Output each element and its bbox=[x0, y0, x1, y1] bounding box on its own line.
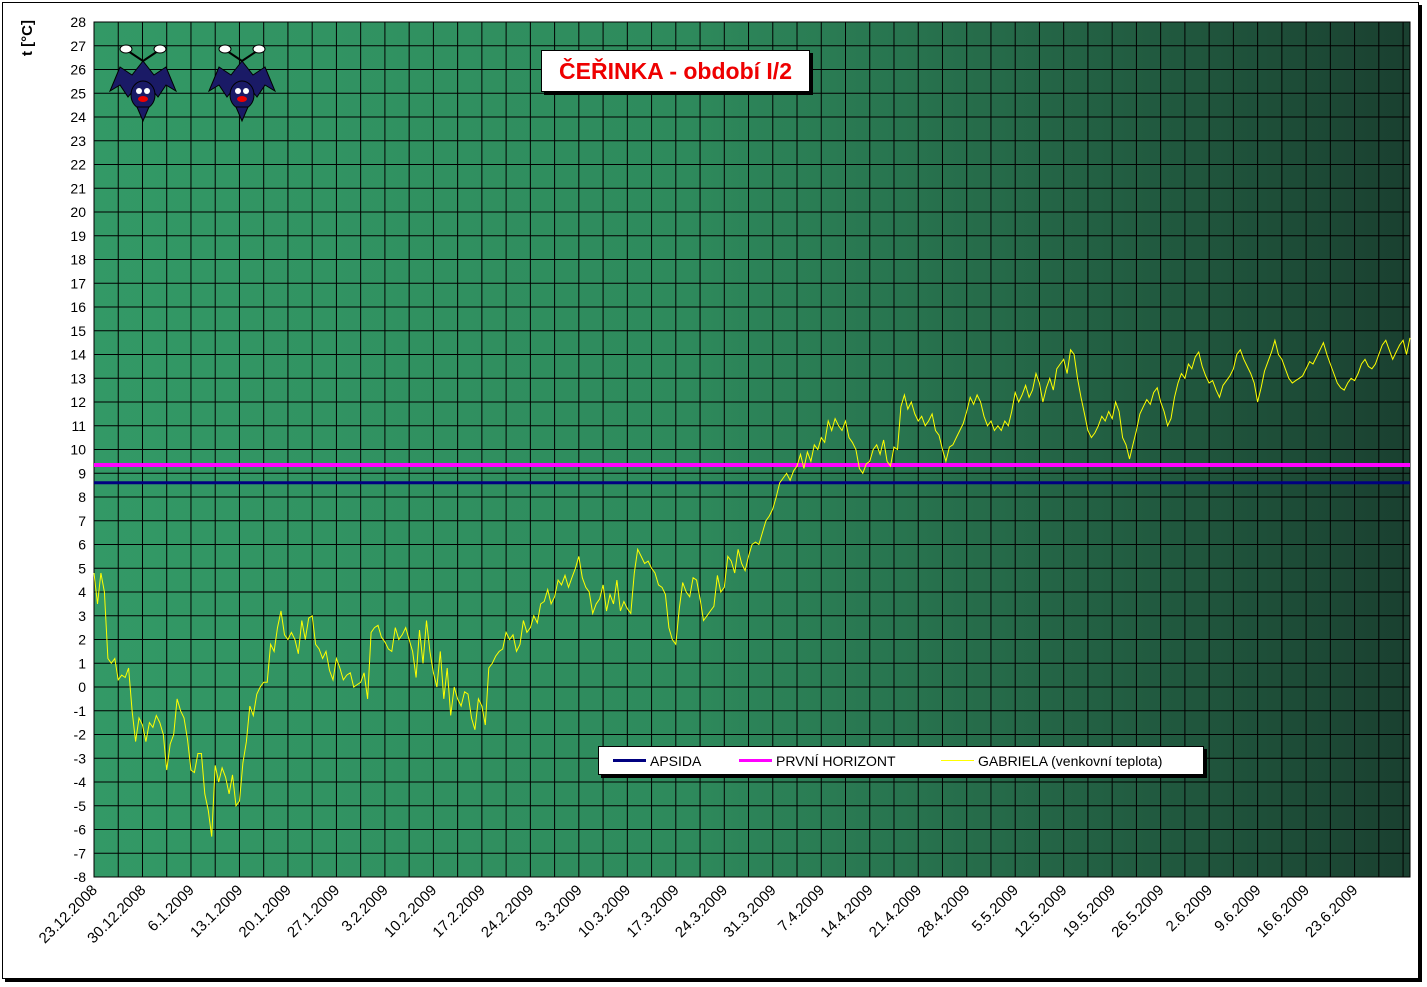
y-tick-label: 13 bbox=[70, 370, 86, 386]
legend-label-prvni-horizont: PRVNÍ HORIZONT bbox=[776, 752, 896, 769]
legend-label-gabriela: GABRIELA (venkovní teplota) bbox=[978, 752, 1163, 769]
y-tick-label: -1 bbox=[74, 703, 87, 719]
y-tick-label: 5 bbox=[78, 560, 86, 576]
legend-item-apsida: APSIDA bbox=[613, 747, 701, 774]
y-tick-label: 2 bbox=[78, 632, 86, 648]
y-tick-label: 19 bbox=[70, 228, 86, 244]
y-tick-label: 21 bbox=[70, 180, 86, 196]
chart-title: ČEŘINKA - období I/2 bbox=[541, 50, 810, 92]
series-gabriela-line bbox=[93, 337, 1411, 837]
legend-swatch-gabriela bbox=[941, 760, 974, 761]
x-tick-label: 31.3.2009 bbox=[720, 882, 779, 941]
y-tick-label: 14 bbox=[70, 347, 86, 363]
y-tick-label: 7 bbox=[78, 513, 86, 529]
y-tick-label: 23 bbox=[70, 133, 86, 149]
y-tick-label: 8 bbox=[78, 489, 86, 505]
legend: APSIDA PRVNÍ HORIZONT GABRIELA (venkovní… bbox=[598, 746, 1204, 775]
legend-swatch-apsida bbox=[613, 759, 646, 762]
y-axis-label: t [°C] bbox=[19, 20, 36, 56]
y-tick-label: 25 bbox=[70, 85, 86, 101]
y-tick-label: -3 bbox=[74, 750, 87, 766]
y-tick-label: 16 bbox=[70, 299, 86, 315]
y-axis-ticks: -8-7-6-5-4-3-2-1012345678910111213141516… bbox=[70, 14, 86, 885]
y-tick-label: -8 bbox=[74, 869, 87, 885]
y-tick-label: 11 bbox=[71, 418, 86, 434]
y-tick-label: 15 bbox=[70, 323, 86, 339]
bat-icon bbox=[207, 44, 277, 123]
series-lines bbox=[93, 337, 1411, 837]
y-tick-label: -5 bbox=[74, 798, 87, 814]
y-tick-label: -2 bbox=[74, 727, 87, 743]
y-tick-label: 9 bbox=[78, 465, 86, 481]
y-tick-label: 3 bbox=[78, 608, 86, 624]
y-tick-label: 17 bbox=[70, 275, 86, 291]
x-tick-label: 24.2.2009 bbox=[478, 882, 537, 941]
x-tick-label: 27.1.2009 bbox=[284, 882, 343, 941]
y-tick-label: 22 bbox=[70, 157, 86, 173]
x-tick-label: 23.6.2009 bbox=[1302, 882, 1361, 941]
legend-swatch-prvni-horizont bbox=[739, 759, 772, 762]
y-tick-label: 4 bbox=[78, 584, 86, 600]
y-tick-label: -4 bbox=[74, 774, 87, 790]
bat-icon bbox=[108, 44, 178, 123]
y-tick-label: 10 bbox=[70, 442, 86, 458]
y-tick-label: 0 bbox=[78, 679, 86, 695]
x-tick-label: 2.6.2009 bbox=[1163, 882, 1216, 935]
y-tick-label: 26 bbox=[70, 62, 86, 78]
y-tick-label: 1 bbox=[78, 655, 86, 671]
x-tick-label: 26.5.2009 bbox=[1108, 882, 1167, 941]
gridlines bbox=[93, 21, 1410, 878]
y-tick-label: -6 bbox=[74, 822, 87, 838]
y-tick-label: 18 bbox=[70, 252, 86, 268]
y-tick-label: 20 bbox=[70, 204, 86, 220]
y-tick-label: 24 bbox=[70, 109, 86, 125]
x-axis-ticks: 23.12.200830.12.20086.1.200913.1.200920.… bbox=[36, 882, 1362, 947]
y-tick-label: 12 bbox=[70, 394, 86, 410]
y-tick-label: 6 bbox=[78, 537, 86, 553]
y-tick-label: 27 bbox=[70, 38, 86, 54]
y-tick-label: -7 bbox=[74, 845, 87, 861]
legend-item-prvni-horizont: PRVNÍ HORIZONT bbox=[739, 747, 896, 774]
legend-label-apsida: APSIDA bbox=[650, 752, 702, 769]
x-tick-label: 28.4.2009 bbox=[914, 882, 973, 941]
y-tick-label: 28 bbox=[70, 14, 86, 30]
legend-item-gabriela: GABRIELA (venkovní teplota) bbox=[941, 747, 1162, 774]
